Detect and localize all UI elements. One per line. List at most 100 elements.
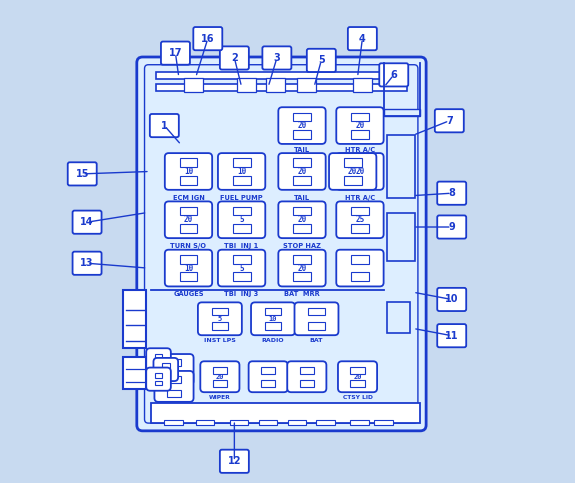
FancyBboxPatch shape — [165, 201, 212, 238]
FancyBboxPatch shape — [72, 211, 102, 234]
Bar — [293, 272, 311, 281]
Bar — [308, 322, 325, 330]
Text: 20: 20 — [355, 121, 365, 130]
Text: 20: 20 — [297, 264, 306, 272]
Bar — [351, 367, 365, 373]
Bar — [212, 322, 228, 330]
Bar — [351, 176, 369, 185]
Bar — [265, 322, 281, 330]
Text: WIPER: WIPER — [209, 395, 231, 400]
FancyBboxPatch shape — [200, 361, 239, 392]
Bar — [293, 176, 311, 185]
Text: 3: 3 — [274, 53, 280, 63]
Bar — [151, 403, 420, 423]
Bar — [265, 308, 281, 315]
Text: 10: 10 — [237, 167, 246, 176]
FancyBboxPatch shape — [165, 153, 212, 190]
Bar — [293, 224, 311, 233]
Bar — [237, 78, 256, 92]
Bar — [179, 207, 197, 215]
FancyBboxPatch shape — [220, 450, 249, 473]
FancyBboxPatch shape — [348, 27, 377, 50]
Text: STOP HAZ: STOP HAZ — [283, 243, 321, 249]
Bar — [384, 109, 420, 116]
Bar — [196, 420, 214, 425]
Text: CTSY LID: CTSY LID — [343, 395, 373, 400]
FancyBboxPatch shape — [329, 153, 377, 190]
FancyBboxPatch shape — [161, 42, 190, 65]
FancyBboxPatch shape — [137, 57, 426, 431]
Text: TURN S/O: TURN S/O — [170, 243, 206, 249]
FancyBboxPatch shape — [218, 201, 265, 238]
Bar — [233, 224, 251, 233]
Bar — [179, 158, 197, 167]
Text: FUEL PUMP: FUEL PUMP — [220, 195, 263, 200]
FancyBboxPatch shape — [154, 358, 178, 381]
Text: RADIO: RADIO — [262, 338, 284, 343]
Bar — [261, 380, 275, 387]
Bar — [156, 72, 407, 79]
FancyBboxPatch shape — [278, 107, 325, 144]
Text: 5: 5 — [318, 56, 325, 65]
Bar — [386, 213, 416, 261]
Bar — [162, 363, 170, 368]
Text: 14: 14 — [81, 217, 94, 227]
Bar — [212, 308, 228, 315]
Text: 8: 8 — [448, 188, 455, 198]
Text: 20: 20 — [297, 215, 306, 224]
Bar — [293, 207, 311, 215]
Bar — [351, 272, 369, 281]
Bar — [293, 255, 311, 264]
Bar — [167, 376, 181, 383]
Bar — [167, 373, 181, 380]
FancyBboxPatch shape — [251, 302, 295, 335]
Bar — [350, 420, 369, 425]
FancyBboxPatch shape — [193, 27, 223, 50]
FancyBboxPatch shape — [146, 348, 171, 371]
FancyBboxPatch shape — [288, 361, 327, 392]
Bar — [259, 420, 277, 425]
Bar — [155, 373, 162, 378]
FancyBboxPatch shape — [68, 162, 97, 185]
FancyBboxPatch shape — [336, 153, 384, 190]
Text: 12: 12 — [228, 456, 241, 466]
Text: 10: 10 — [445, 295, 458, 304]
FancyBboxPatch shape — [336, 107, 384, 144]
Bar — [179, 176, 197, 185]
FancyBboxPatch shape — [437, 288, 466, 311]
FancyBboxPatch shape — [165, 250, 212, 286]
Bar — [308, 308, 325, 315]
Text: 20: 20 — [353, 374, 362, 380]
Text: INST LPS: INST LPS — [204, 338, 236, 343]
Bar — [233, 272, 251, 281]
Text: 6: 6 — [390, 70, 397, 80]
Bar — [300, 380, 314, 387]
Bar — [213, 367, 227, 373]
Bar — [386, 135, 416, 198]
FancyBboxPatch shape — [294, 302, 339, 335]
Bar — [233, 176, 251, 185]
Bar — [351, 130, 369, 139]
FancyBboxPatch shape — [218, 153, 265, 190]
Text: GAUGES: GAUGES — [173, 291, 204, 297]
Bar — [293, 113, 311, 121]
Bar — [179, 255, 197, 264]
FancyBboxPatch shape — [248, 361, 288, 392]
Text: ECM IGN: ECM IGN — [172, 195, 205, 200]
FancyBboxPatch shape — [220, 46, 249, 70]
Bar — [352, 78, 372, 92]
Bar — [233, 158, 251, 167]
Bar — [316, 420, 335, 425]
FancyBboxPatch shape — [155, 354, 194, 385]
Bar — [351, 380, 365, 387]
Bar — [297, 78, 316, 92]
Bar — [374, 420, 393, 425]
Text: 20: 20 — [297, 167, 306, 176]
Text: 2: 2 — [231, 53, 237, 63]
FancyBboxPatch shape — [218, 250, 265, 286]
Bar — [167, 390, 181, 397]
FancyBboxPatch shape — [72, 252, 102, 275]
Text: BAT  MRR: BAT MRR — [284, 291, 320, 297]
FancyBboxPatch shape — [155, 371, 194, 402]
Bar — [344, 158, 362, 167]
